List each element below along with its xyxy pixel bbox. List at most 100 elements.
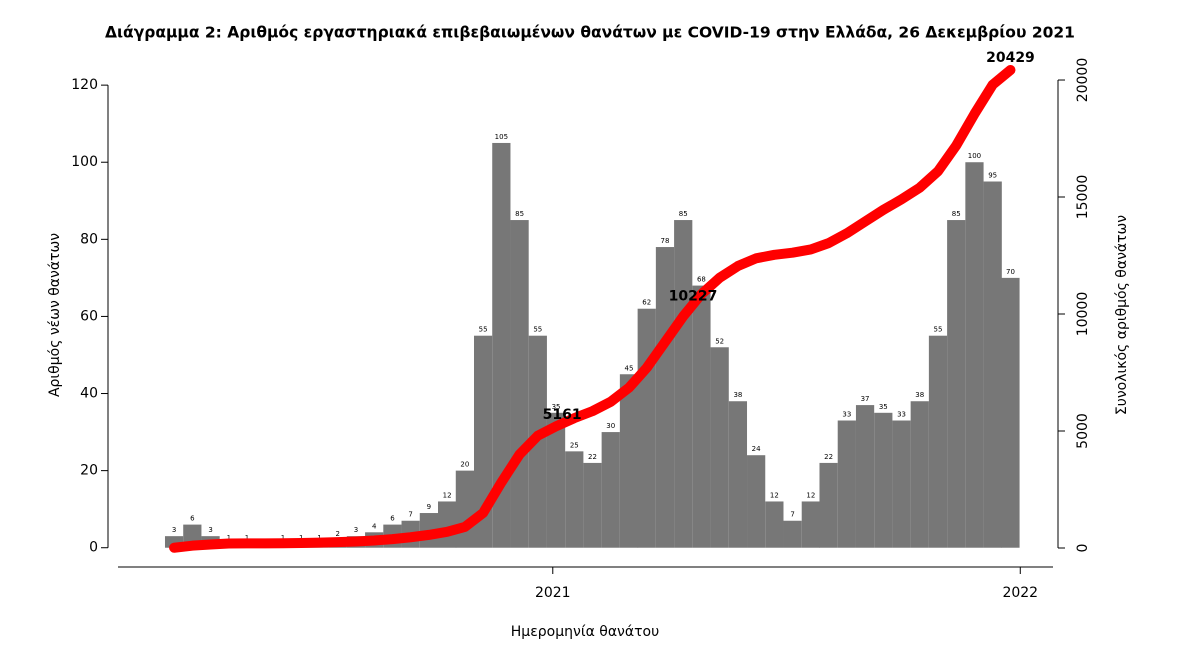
bar-value-label: 70 [1006,268,1015,276]
y-tick-label: 20 [80,463,98,479]
bar [1001,277,1020,548]
bar-value-label: 35 [879,403,888,411]
y2-tick-label: 0 [1075,544,1091,553]
bar [947,220,966,548]
bar [819,462,838,548]
bar-value-label: 4 [372,522,377,530]
y-tick-label: 40 [80,386,98,402]
bar [692,285,711,548]
bar [438,501,457,548]
bar [783,520,802,548]
bar-value-label: 12 [806,491,815,499]
cumulative-annotation: 5161 [543,407,582,423]
bar [474,335,493,548]
cumulative-annotation: 10227 [669,289,718,305]
bar-value-label: 20 [460,461,469,469]
bar-value-label: 6 [190,515,195,523]
bar [455,470,475,548]
bar-value-label: 85 [515,210,524,218]
bar-value-label: 68 [697,276,706,284]
bar-value-label: 1 [245,534,249,542]
bar [492,142,511,548]
bar [164,536,184,548]
y2-axis-label: Συνολικός αριθμός θανάτων [1114,215,1130,415]
cumulative-line [169,64,1016,553]
bar-value-label: 33 [897,411,906,419]
y2-tick-label: 15000 [1075,175,1091,220]
bar-value-label: 100 [968,152,981,160]
bar [710,347,729,548]
bar [983,181,1002,548]
y2-tick-label: 10000 [1075,292,1091,337]
bar-value-label: 3 [354,526,358,534]
bar-value-label: 9 [427,503,431,511]
bar [674,220,693,548]
chart-title: Διάγραμμα 2: Αριθμός εργαστηριακά επιβεβ… [105,24,1075,42]
y-tick-label: 60 [80,308,98,324]
y-axis-label: Αριθμός νέων θανάτων [47,233,63,397]
bar-value-label: 55 [479,326,488,334]
bar-value-label: 3 [208,526,212,534]
y-tick-label: 100 [71,154,98,170]
bar [928,335,948,548]
bar-value-label: 33 [842,411,851,419]
y-tick-label: 80 [80,231,98,247]
bar-value-label: 3 [172,526,176,534]
bar-value-label: 22 [824,453,833,461]
bar [837,420,856,548]
bar [637,308,656,548]
bar-value-label: 45 [625,364,634,372]
y2-tick-label: 20000 [1075,58,1091,103]
bar-value-label: 38 [733,391,742,399]
bar-value-label: 22 [588,453,597,461]
bar [874,412,893,548]
bar [855,405,875,548]
bar-value-label: 24 [752,445,761,453]
bar-value-label: 78 [661,237,670,245]
bar [892,420,911,548]
bar [965,162,984,548]
bar-value-label: 6 [390,515,395,523]
bar [583,462,602,548]
bar [601,432,620,548]
bar-value-label: 7 [790,511,794,519]
bar-value-label: 12 [443,491,452,499]
y-tick-label: 0 [89,540,98,556]
bar-value-label: 55 [934,326,943,334]
y2-tick-label: 5000 [1075,413,1091,449]
x-tick-label: 2022 [1002,585,1038,601]
bar-value-label: 95 [988,172,997,180]
y-tick-label: 120 [71,77,98,93]
bar-value-label: 1 [227,534,231,542]
bar-value-label: 25 [570,441,579,449]
x-tick-label: 2021 [535,585,571,601]
bar [655,247,675,548]
bar [565,451,584,548]
bar [619,374,639,548]
bar-value-label: 30 [606,422,615,430]
bar-value-label: 2 [335,530,339,538]
bar-value-label: 52 [715,337,724,345]
bar [546,412,566,548]
x-axis-label: Ημερομηνία θανάτου [511,624,659,640]
bar-value-label: 62 [642,299,651,307]
bar-value-label: 1 [299,534,303,542]
bar-value-label: 38 [915,391,924,399]
bar-value-label: 85 [679,210,688,218]
bar-value-label: 35 [552,403,561,411]
bar-value-label: 105 [495,133,508,141]
bar [765,501,784,548]
bar [801,501,820,548]
bar [510,220,529,548]
bar [910,401,929,548]
bar-value-label: 85 [952,210,961,218]
bar-value-label: 1 [281,534,285,542]
bar-value-label: 55 [533,326,542,334]
bar-value-label: 12 [770,491,779,499]
bar-value-label: 7 [408,511,412,519]
bar-value-label: 37 [861,395,870,403]
bar [747,455,766,548]
cumulative-annotation: 20429 [986,50,1035,66]
bar [728,401,748,548]
